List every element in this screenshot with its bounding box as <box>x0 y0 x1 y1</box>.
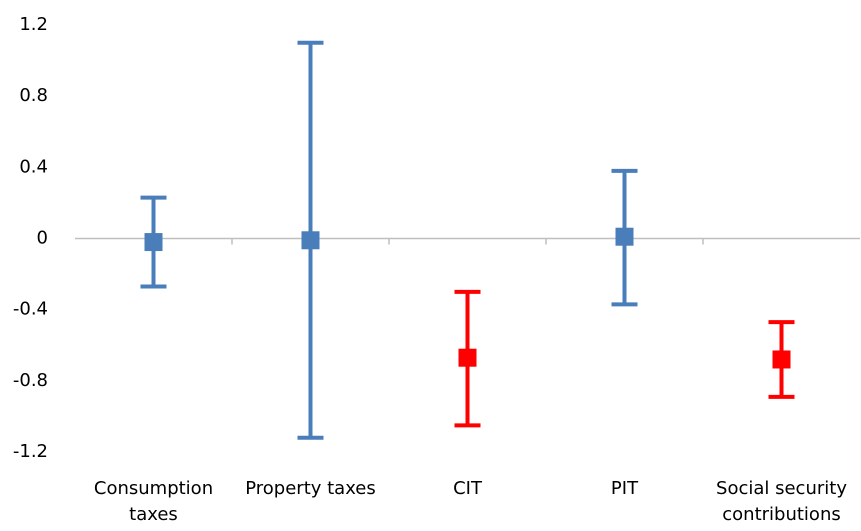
y-tick-label: -1.2 <box>13 441 48 462</box>
point-marker <box>458 348 477 367</box>
y-tick-label: -0.8 <box>13 370 48 391</box>
point-marker <box>615 227 634 246</box>
x-tick-label: Property taxes <box>245 478 376 499</box>
y-tick-label: 0 <box>37 228 48 249</box>
point-marker <box>144 233 163 252</box>
point-marker <box>301 231 320 250</box>
point-marker <box>772 350 791 369</box>
y-tick-label: 0.8 <box>19 85 48 106</box>
x-tick-label: CIT <box>453 478 482 499</box>
y-tick-label: 1.2 <box>19 14 48 35</box>
x-tick-label: PIT <box>610 478 639 499</box>
x-tick-label: Consumption taxes <box>93 478 214 525</box>
x-tick-label: Social security contributions <box>716 478 847 525</box>
y-tick-label: -0.4 <box>13 299 48 320</box>
y-tick-label: 0.4 <box>19 156 48 177</box>
